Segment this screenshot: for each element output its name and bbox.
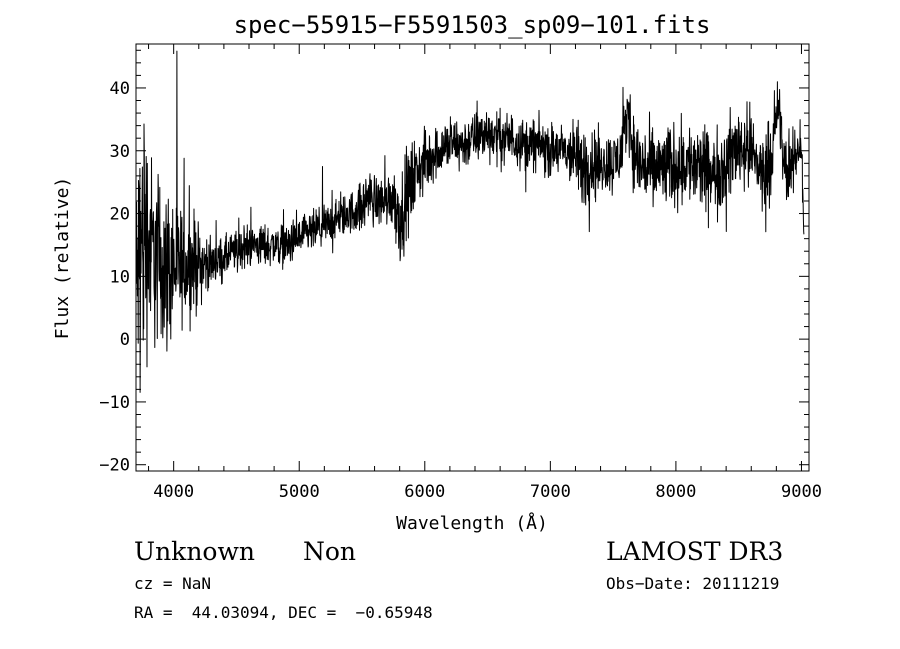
- x-tick-label: 4000: [153, 482, 194, 502]
- y-tick-label: 10: [110, 267, 130, 287]
- chart-title: spec−55915−F5591503_sp09−101.fits: [234, 11, 711, 39]
- x-axis-label: Wavelength (Å): [396, 512, 548, 534]
- coordinates-label: RA = 44.03094, DEC = −0.65948: [134, 603, 433, 622]
- x-tick-label: 9000: [781, 482, 822, 502]
- flux-line: [135, 50, 805, 393]
- redshift-label: cz = NaN: [134, 574, 212, 593]
- y-tick-label: 0: [120, 330, 130, 350]
- y-axis-ticks: −20 −10 0 10 20 30 40: [99, 49, 809, 476]
- y-tick-label: 40: [110, 79, 130, 99]
- x-tick-label: 7000: [530, 482, 571, 502]
- y-tick-label: 20: [110, 205, 130, 225]
- y-tick-label: −10: [99, 393, 130, 413]
- y-tick-label: −20: [99, 456, 130, 476]
- y-tick-label: 30: [110, 142, 130, 162]
- survey-label: LAMOST DR3: [606, 537, 784, 566]
- x-tick-label: 5000: [279, 482, 320, 502]
- object-class: Unknown: [134, 537, 255, 566]
- x-axis-ticks: 4000 5000 6000 7000 8000 9000: [148, 44, 822, 502]
- obs-date-label: Obs−Date: 20111219: [606, 574, 780, 593]
- object-subclass: Non: [303, 537, 357, 566]
- x-tick-label: 8000: [655, 482, 696, 502]
- flux-series-line: [135, 50, 805, 393]
- y-axis-label: Flux (relative): [52, 177, 73, 340]
- x-tick-label: 6000: [404, 482, 445, 502]
